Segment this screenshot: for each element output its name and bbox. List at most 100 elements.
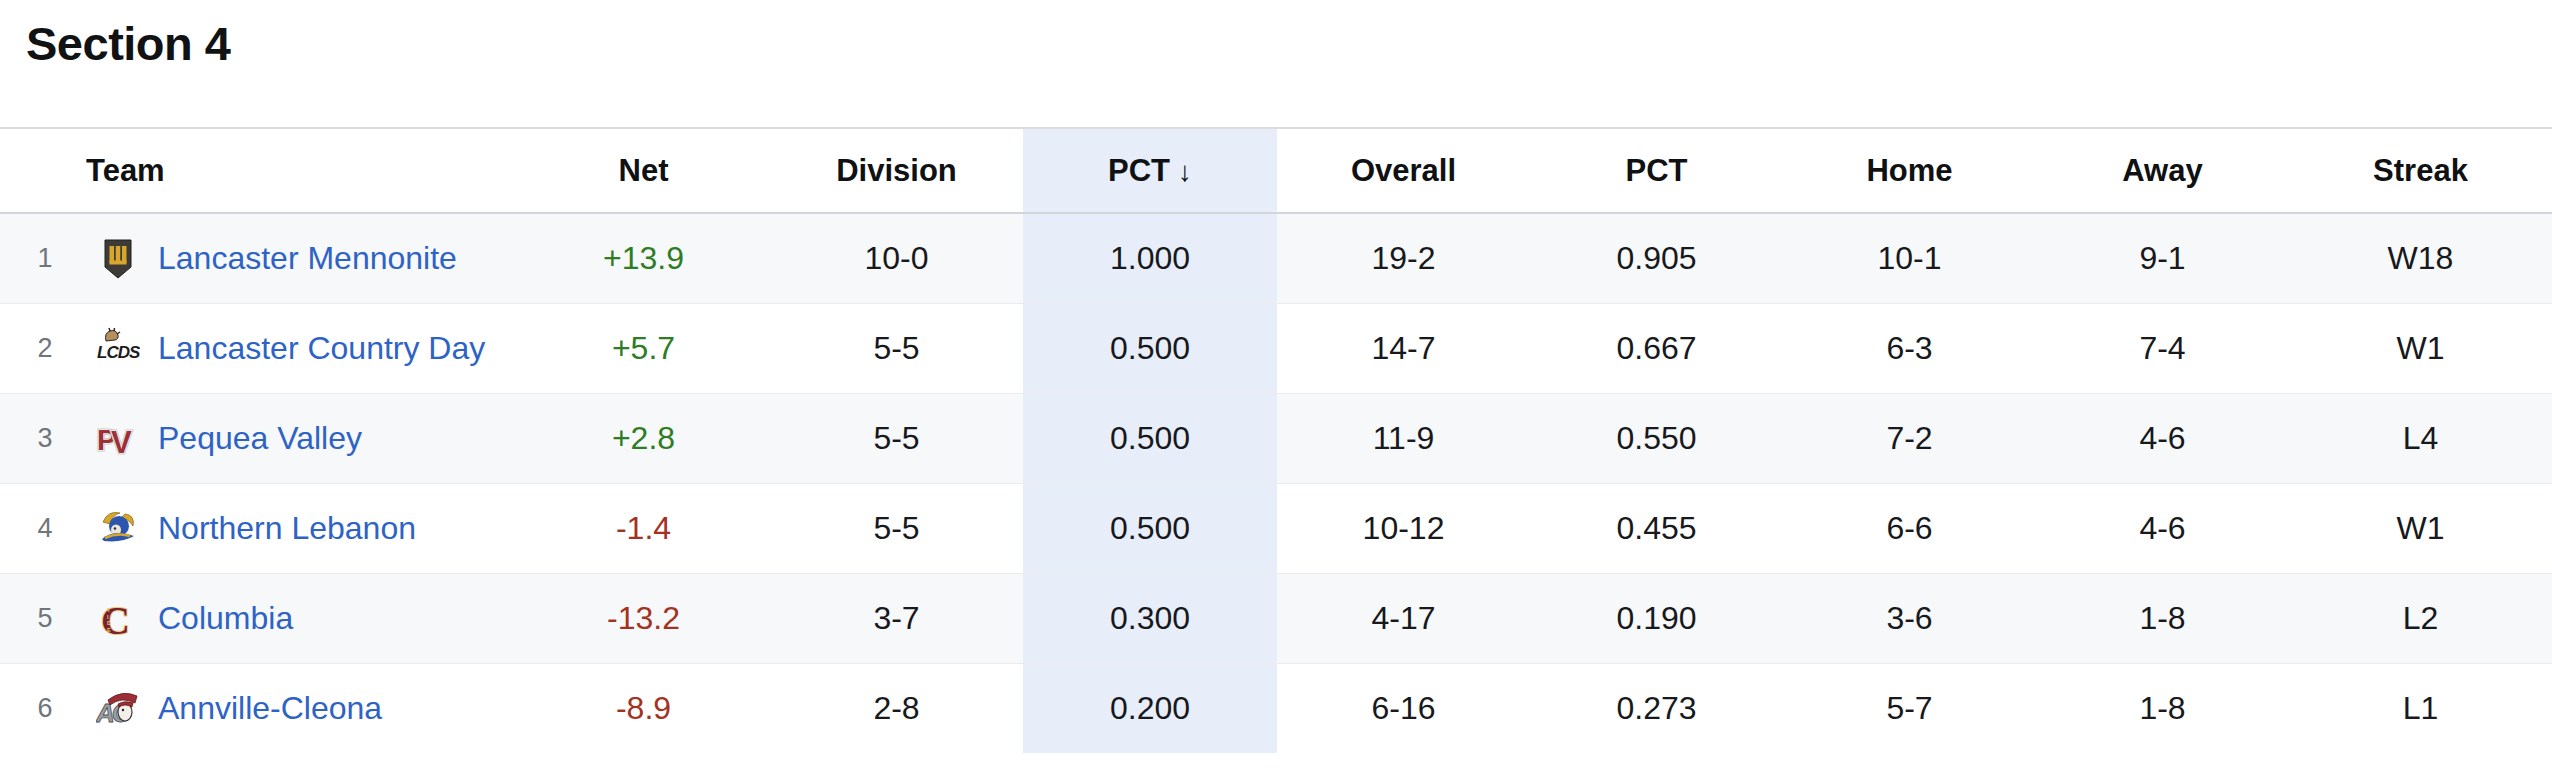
- pct-value: 1.000: [1023, 213, 1277, 304]
- column-header-home[interactable]: Home: [1783, 128, 2036, 213]
- column-header-streak[interactable]: Streak: [2289, 128, 2552, 213]
- column-header-pct-label: PCT: [1108, 153, 1170, 188]
- svg-text:E: E: [107, 626, 111, 632]
- away-record: 4-6: [2036, 484, 2289, 574]
- rank-label: 1: [26, 243, 64, 274]
- away-record: 4-6: [2036, 394, 2289, 484]
- team-cell: 4 Northern Lebanon: [0, 484, 517, 574]
- column-header-overall-pct-label: PCT: [1626, 153, 1688, 188]
- column-header-away-label: Away: [2122, 153, 2202, 188]
- net-value: +13.9: [517, 213, 770, 304]
- team-link[interactable]: Pequea Valley: [158, 420, 362, 457]
- team-link[interactable]: Northern Lebanon: [158, 510, 416, 547]
- column-header-net[interactable]: Net: [517, 128, 770, 213]
- streak-value: W1: [2289, 304, 2552, 394]
- lancaster-mennonite-logo-icon: [96, 237, 140, 281]
- overall-record: 11-9: [1277, 394, 1530, 484]
- column-header-division[interactable]: Division: [770, 128, 1023, 213]
- column-header-overall-label: Overall: [1351, 153, 1456, 188]
- division-record: 2-8: [770, 664, 1023, 754]
- home-record: 6-6: [1783, 484, 2036, 574]
- table-row: 2 LCDS Lancaster Country Day +5.7 5-5 0.…: [0, 304, 2552, 394]
- division-record: 5-5: [770, 394, 1023, 484]
- table-row: 3 PPVV Pequea Valley +2.8 5-5 0.500 11-9…: [0, 394, 2552, 484]
- column-header-net-label: Net: [619, 153, 669, 188]
- column-header-pct-sorted[interactable]: PCT ↓: [1023, 128, 1277, 213]
- rank-label: 5: [26, 603, 64, 634]
- streak-value: W1: [2289, 484, 2552, 574]
- table-header: Team Net Division PCT↓ Overall PCT Home …: [0, 128, 2552, 213]
- rank-label: 6: [26, 693, 64, 724]
- home-record: 3-6: [1783, 574, 2036, 664]
- away-record: 1-8: [2036, 574, 2289, 664]
- pequea-valley-logo-icon: PPVV: [96, 417, 140, 461]
- annville-cleona-logo-icon: AC: [96, 687, 140, 731]
- team-cell: 1 Lancaster Mennonite: [0, 213, 517, 304]
- team-cell: 2 LCDS Lancaster Country Day: [0, 304, 517, 394]
- team-link[interactable]: Lancaster Mennonite: [158, 240, 457, 277]
- column-header-away[interactable]: Away: [2036, 128, 2289, 213]
- header-row: Team Net Division PCT↓ Overall PCT Home …: [0, 128, 2552, 213]
- column-header-team-label: Team: [86, 153, 165, 188]
- streak-value: W18: [2289, 213, 2552, 304]
- team-cell: 3 PPVV Pequea Valley: [0, 394, 517, 484]
- net-value: -13.2: [517, 574, 770, 664]
- pct-value: 0.200: [1023, 664, 1277, 754]
- streak-value: L2: [2289, 574, 2552, 664]
- net-value: +5.7: [517, 304, 770, 394]
- pct-value: 0.300: [1023, 574, 1277, 664]
- rank-label: 4: [26, 513, 64, 544]
- svg-text:LCDS: LCDS: [97, 343, 140, 362]
- home-record: 7-2: [1783, 394, 2036, 484]
- pct-value: 0.500: [1023, 304, 1277, 394]
- overall-record: 6-16: [1277, 664, 1530, 754]
- net-value: -1.4: [517, 484, 770, 574]
- overall-pct-value: 0.905: [1530, 213, 1783, 304]
- column-header-overall[interactable]: Overall: [1277, 128, 1530, 213]
- net-value: +2.8: [517, 394, 770, 484]
- rank-label: 2: [26, 333, 64, 364]
- table-row: 4 Northern Lebanon -1.4 5-5 0.500 10-12 …: [0, 484, 2552, 574]
- table-row: 5 CTIDE Columbia -13.2 3-7 0.300 4-17 0.…: [0, 574, 2552, 664]
- overall-record: 10-12: [1277, 484, 1530, 574]
- column-header-home-label: Home: [1866, 153, 1952, 188]
- northern-lebanon-logo-icon: [96, 507, 140, 551]
- column-header-team[interactable]: Team: [0, 128, 517, 213]
- column-header-streak-label: Streak: [2373, 153, 2468, 188]
- column-header-overall-pct[interactable]: PCT: [1530, 128, 1783, 213]
- svg-text:V: V: [111, 425, 132, 460]
- sort-descending-icon: ↓: [1178, 156, 1192, 187]
- overall-pct-value: 0.667: [1530, 304, 1783, 394]
- net-value: -8.9: [517, 664, 770, 754]
- table-row: 6 AC Annville-Cleona -8.9 2-8 0.200 6-16…: [0, 664, 2552, 754]
- column-header-division-label: Division: [836, 153, 957, 188]
- team-link[interactable]: Columbia: [158, 600, 293, 637]
- lancaster-country-day-logo-icon: LCDS: [96, 327, 140, 371]
- rank-label: 3: [26, 423, 64, 454]
- overall-pct-value: 0.273: [1530, 664, 1783, 754]
- overall-pct-value: 0.455: [1530, 484, 1783, 574]
- pct-value: 0.500: [1023, 394, 1277, 484]
- table-row: 1 Lancaster Mennonite +13.9 10-0 1.000 1…: [0, 213, 2552, 304]
- standings-table: Team Net Division PCT↓ Overall PCT Home …: [0, 127, 2552, 753]
- division-record: 5-5: [770, 484, 1023, 574]
- page-title: Section 4: [26, 16, 2552, 72]
- home-record: 6-3: [1783, 304, 2036, 394]
- away-record: 1-8: [2036, 664, 2289, 754]
- overall-record: 4-17: [1277, 574, 1530, 664]
- away-record: 7-4: [2036, 304, 2289, 394]
- columbia-logo-icon: CTIDE: [96, 597, 140, 641]
- svg-text:D: D: [107, 620, 111, 626]
- team-link[interactable]: Lancaster Country Day: [158, 330, 485, 367]
- home-record: 10-1: [1783, 213, 2036, 304]
- team-link[interactable]: Annville-Cleona: [158, 690, 382, 727]
- overall-pct-value: 0.190: [1530, 574, 1783, 664]
- overall-pct-value: 0.550: [1530, 394, 1783, 484]
- home-record: 5-7: [1783, 664, 2036, 754]
- overall-record: 14-7: [1277, 304, 1530, 394]
- overall-record: 19-2: [1277, 213, 1530, 304]
- streak-value: L4: [2289, 394, 2552, 484]
- division-record: 3-7: [770, 574, 1023, 664]
- away-record: 9-1: [2036, 213, 2289, 304]
- division-record: 10-0: [770, 213, 1023, 304]
